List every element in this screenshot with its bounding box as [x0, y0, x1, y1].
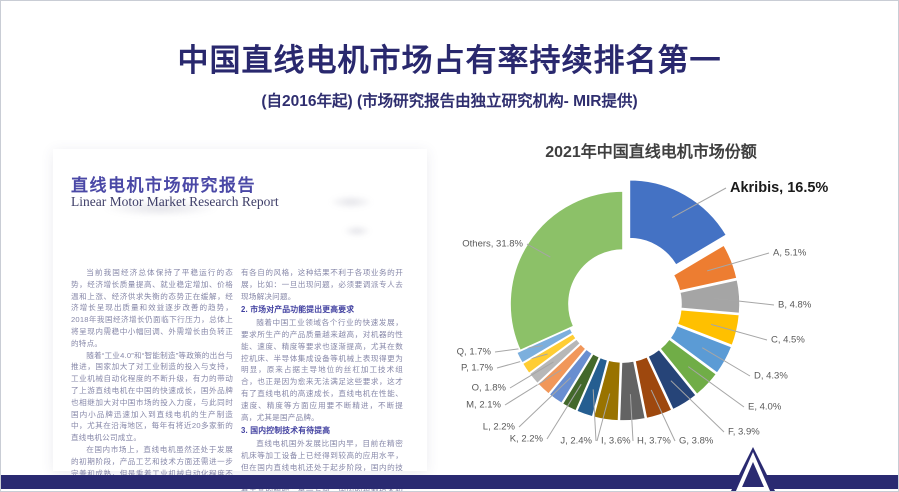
- leader-line-p: [496, 353, 548, 369]
- slice-label-j: J, 2.4%: [560, 436, 592, 447]
- report-paragraph: 有各自的风格，这种结果不利于各项业务的开展，比如：一旦出现问题，必须要调派专人去…: [241, 268, 403, 301]
- slice-label-f: F, 3.9%: [728, 427, 760, 438]
- slice-label-c: C, 4.5%: [771, 335, 805, 346]
- pie-slice-c: [676, 308, 741, 347]
- pie-slice-h: [618, 359, 647, 422]
- leader-line-c: [710, 323, 768, 341]
- pie-slice-others: [509, 190, 624, 352]
- leader-line-e: [688, 366, 745, 408]
- watermark-smudge: [343, 225, 371, 237]
- report-document-image: 直线电机市场研究报告 Linear Motor Market Research …: [53, 149, 427, 491]
- leader-line-m: [504, 369, 562, 406]
- leader-line-g: [650, 389, 676, 442]
- leader-line-i: [596, 393, 611, 442]
- slice-label-others: Others, 31.8%: [462, 239, 523, 250]
- report-section-heading: 2. 市场对产品功能提出更高要求: [241, 305, 355, 315]
- footer-bar: [1, 475, 898, 489]
- leader-line-d: [701, 347, 751, 377]
- leader-line-b: [713, 297, 775, 306]
- pie-slice-b: [678, 278, 741, 315]
- pie-slice-d: [668, 324, 733, 375]
- watermark-smudge: [103, 199, 218, 217]
- pie-slice-a: [672, 243, 739, 292]
- pie-slice-k: [561, 352, 601, 413]
- pie-slice-q: [515, 327, 574, 365]
- leader-line-q: [494, 345, 543, 353]
- pie-slice-j: [575, 356, 609, 418]
- leader-line-others: [526, 243, 551, 258]
- pie-slice-p: [521, 332, 578, 375]
- slice-label-g: G, 3.8%: [679, 436, 714, 447]
- pie-slice-m: [536, 342, 588, 396]
- slice-label-k: K, 2.2%: [510, 434, 544, 445]
- slice-label-e: E, 4.0%: [748, 402, 782, 413]
- watermark-smudge: [329, 195, 373, 209]
- pie-slice-f: [646, 348, 698, 411]
- leader-line-h: [629, 394, 634, 442]
- report-paragraph: 随着“工业4.0”和“智能制造”等政策的出台与推进，国家加大了对工业制造的投入与…: [71, 350, 233, 443]
- slice-label-h: H, 3.7%: [637, 436, 671, 447]
- leader-line-f: [670, 380, 725, 433]
- slice-label-b: B, 4.8%: [778, 300, 812, 311]
- pie-slice-l: [547, 347, 594, 405]
- pie-slice-e: [658, 337, 718, 396]
- leader-line-j: [592, 389, 597, 442]
- pie-slice-g: [633, 355, 674, 420]
- slide-title: 中国直线电机市场占有率持续排名第一: [177, 43, 722, 78]
- slice-label-i: I, 3.6%: [601, 436, 631, 447]
- slice-label-akribis: Akribis, 16.5%: [730, 180, 828, 196]
- leader-line-akribis: [671, 187, 727, 219]
- report-section-heading: 3. 国内控制技术有待提高: [241, 426, 331, 436]
- report-title: 直线电机市场研究报告: [71, 176, 256, 195]
- report-subtitle-en: Linear Motor Market Research Report: [71, 194, 279, 209]
- leader-line-a: [707, 252, 770, 272]
- pie-slice-akribis: [628, 178, 728, 267]
- slice-label-o: O, 1.8%: [472, 383, 507, 394]
- slice-label-a: A, 5.1%: [773, 248, 807, 259]
- leader-line-l: [518, 377, 571, 428]
- akribis-triangle-logo-icon: [731, 447, 775, 491]
- slice-label-m: M, 2.1%: [466, 400, 501, 411]
- report-paragraph: 当前我国经济总体保持了平稳运行的态势，经济增长质量提高、就业稳定增加、价格温和上…: [71, 268, 233, 348]
- pie-slice-o: [528, 337, 582, 385]
- report-column-right: 有各自的风格，这种结果不利于各项业务的开展，比如：一旦出现问题，必须要调派专人去…: [241, 267, 403, 491]
- slice-label-p: P, 1.7%: [461, 363, 494, 374]
- logo-inner-triangle: [735, 452, 771, 491]
- pie-slice-i: [592, 359, 622, 422]
- report-column-left: 当前我国经济总体保持了平稳运行的态势，经济增长质量提高、就业稳定增加、价格温和上…: [71, 267, 233, 491]
- slice-label-d: D, 4.3%: [754, 371, 788, 382]
- chart-title: 2021年中国直线电机市场份额: [545, 144, 757, 161]
- leader-line-o: [509, 361, 554, 389]
- slice-label-l: L, 2.2%: [483, 422, 516, 433]
- slide-subtitle: (自2016年起) (市场研究报告由独立研究机构- MIR提供): [261, 93, 638, 110]
- slice-label-q: Q, 1.7%: [457, 347, 492, 358]
- leader-line-k: [546, 383, 582, 440]
- report-paragraph: 随着中国工业领域各个行业的快速发展，要求所生产的产品质量越来越高，对机器的性能、…: [241, 318, 403, 422]
